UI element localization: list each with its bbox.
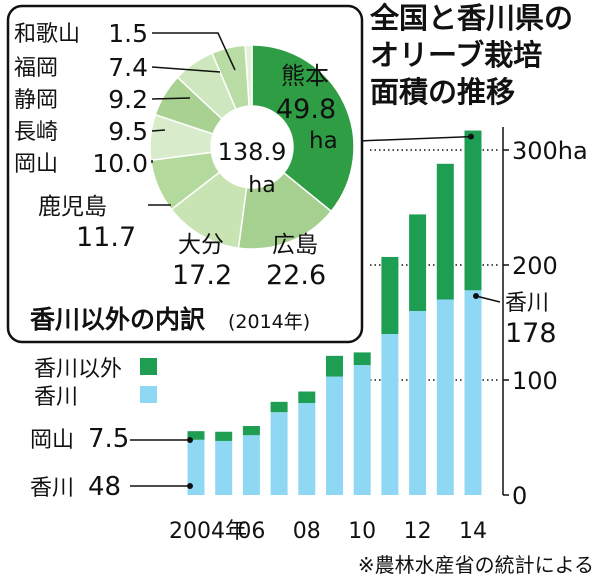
bar-other-than-kagawa xyxy=(436,163,454,300)
pie-leader-line xyxy=(151,129,166,132)
legend-label: 香川 xyxy=(34,385,78,410)
pie-value: 1.5 xyxy=(108,19,148,48)
pie-label: 大分 xyxy=(178,232,224,258)
bar-kagawa xyxy=(381,334,399,495)
bar-kagawa xyxy=(353,365,371,495)
pie-total-value: 138.9 xyxy=(218,138,287,166)
annotation-okayama-value: 7.5 xyxy=(88,424,129,454)
leader-line xyxy=(357,135,472,142)
pie-value: 7.4 xyxy=(108,53,148,82)
pie-leader-line xyxy=(151,97,191,100)
pie-label: 広島 xyxy=(272,232,318,258)
x-tick-label: 08 xyxy=(293,519,321,544)
y-tick-label: 0 xyxy=(512,482,527,510)
bar-other-than-kagawa xyxy=(270,401,288,413)
pie-label: 岡山 xyxy=(14,152,58,177)
y-tick-label: 300ha xyxy=(512,137,588,165)
leader-line xyxy=(475,295,501,303)
bar-other-than-kagawa xyxy=(298,391,316,403)
pie-label: 鹿児島 xyxy=(38,194,107,220)
chart-title-line: 全国と香川県の xyxy=(369,1,573,35)
bar-other-than-kagawa xyxy=(381,256,399,334)
x-tick-label: 06 xyxy=(237,519,265,544)
pie-slice xyxy=(251,44,355,213)
pie-value: 9.2 xyxy=(108,85,148,114)
leader-dot xyxy=(187,483,193,489)
pie-value: 10.0 xyxy=(92,149,148,178)
annotation-kagawa-2014-value: 178 xyxy=(505,318,557,349)
bar-kagawa xyxy=(298,403,316,495)
bar-kagawa xyxy=(187,439,205,495)
chart-title-line: オリーブ栽培 xyxy=(370,38,542,72)
bar-other-than-kagawa xyxy=(353,352,371,366)
bar-kagawa xyxy=(326,376,343,495)
legend-swatch xyxy=(140,386,157,403)
annotation-okayama-label: 岡山 xyxy=(30,428,74,453)
bar-other-than-kagawa xyxy=(242,426,260,436)
legend-label: 香川以外 xyxy=(34,357,122,382)
annotation-kagawa-2014-label: 香川 xyxy=(505,291,549,316)
y-tick-label: 200 xyxy=(512,252,558,280)
pie-label: 静岡 xyxy=(14,88,58,113)
x-tick-label: 14 xyxy=(459,519,487,544)
pie-label: 長崎 xyxy=(14,120,58,145)
pie-label: 和歌山 xyxy=(14,22,80,47)
pie-leader-line xyxy=(151,66,221,73)
pie-value: 49.8 xyxy=(276,94,336,125)
x-tick-label: 12 xyxy=(404,519,432,544)
bar-kagawa xyxy=(436,299,454,495)
pie-label: 熊本 xyxy=(281,62,329,90)
bar-kagawa xyxy=(242,435,260,495)
bar-other-than-kagawa xyxy=(464,130,482,291)
pie-value: 17.2 xyxy=(172,260,232,291)
pie-slice xyxy=(244,44,253,107)
bar-other-than-kagawa xyxy=(187,431,205,440)
pie-title-suffix: (2014年) xyxy=(228,311,310,333)
pie-slice xyxy=(237,171,333,250)
bar-kagawa xyxy=(464,290,482,495)
pie-value: 9.5 xyxy=(108,117,148,146)
pie-leader-line xyxy=(152,32,236,71)
annotation-kagawa-2004-label: 香川 xyxy=(30,476,74,501)
pie-total-unit: ha xyxy=(248,173,275,198)
pie-value: 11.7 xyxy=(76,222,136,253)
bar-kagawa xyxy=(409,311,427,495)
bar-other-than-kagawa xyxy=(326,355,343,377)
bar-other-than-kagawa xyxy=(215,431,233,441)
source-note: ※農林水産省の統計による xyxy=(358,553,594,577)
bar-kagawa xyxy=(215,440,233,495)
bar-kagawa xyxy=(270,412,288,495)
pie-label: 福岡 xyxy=(14,56,58,81)
leader-dot xyxy=(187,437,193,443)
y-tick-label: 100 xyxy=(512,367,558,395)
pie-unit: ha xyxy=(309,128,338,154)
pie-value: 22.6 xyxy=(266,260,326,291)
annotation-kagawa-2004-value: 48 xyxy=(88,472,121,502)
x-tick-label: 2004年 xyxy=(169,519,247,544)
chart-title-line: 面積の推移 xyxy=(370,75,515,109)
pie-title: 香川以外の内訳 xyxy=(30,305,206,334)
legend-swatch xyxy=(140,358,157,375)
x-tick-label: 10 xyxy=(348,519,376,544)
bar-other-than-kagawa xyxy=(409,214,427,311)
